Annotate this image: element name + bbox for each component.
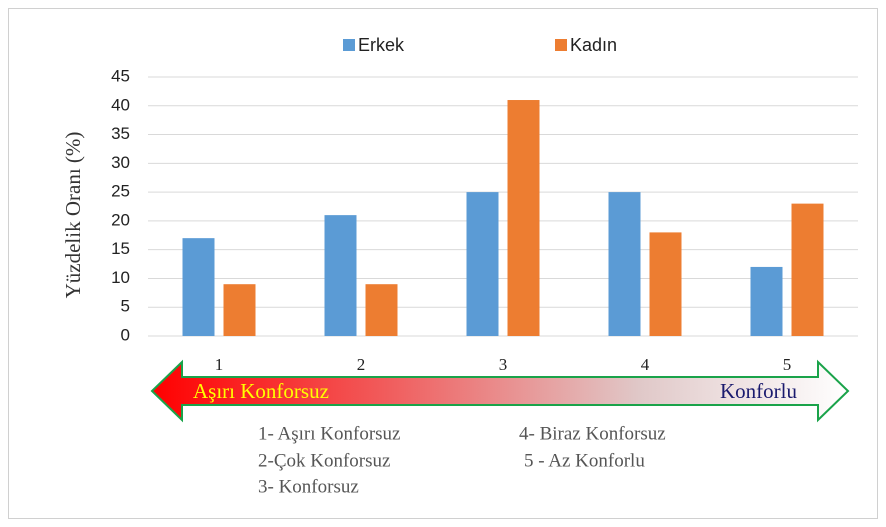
- scale-label-right: Konforlu: [720, 379, 797, 403]
- y-tick-label: 40: [111, 95, 130, 114]
- note: 2-Çok Konforsuz: [258, 450, 390, 471]
- chart-frame: [8, 8, 878, 519]
- x-tick-label: 4: [641, 355, 650, 374]
- legend-label: Erkek: [358, 35, 405, 55]
- y-tick-label: 45: [111, 66, 130, 85]
- x-tick-label: 5: [783, 355, 792, 374]
- bar: [324, 215, 357, 336]
- x-tick-label: 1: [215, 355, 224, 374]
- legend-label: Kadın: [570, 35, 617, 55]
- comfort-arrow: [150, 359, 850, 423]
- y-tick-label: 20: [111, 210, 130, 229]
- y-tick-label: 35: [111, 124, 130, 143]
- y-tick-label: 5: [121, 297, 130, 316]
- note: 4- Biraz Konforsuz: [519, 423, 666, 444]
- note: 1- Aşırı Konforsuz: [258, 423, 400, 444]
- bar: [365, 284, 398, 336]
- bar: [507, 100, 540, 337]
- y-tick-label: 30: [111, 153, 130, 172]
- x-tick-label: 2: [357, 355, 366, 374]
- x-tick-label: 3: [499, 355, 508, 374]
- note: 5 - Az Konforlu: [524, 450, 645, 471]
- bar: [649, 232, 682, 336]
- bar: [750, 266, 783, 336]
- y-tick-label: 25: [111, 182, 130, 201]
- y-tick-label: 15: [111, 239, 130, 258]
- legend-swatch: [555, 39, 567, 51]
- scale-label-left: Aşırı Konforsuz: [193, 379, 329, 403]
- note: 3- Konforsuz: [258, 476, 359, 497]
- y-axis-label: Yüzdelik Oranı (%): [61, 132, 85, 299]
- bar: [791, 203, 824, 336]
- bar: [608, 192, 641, 336]
- legend-swatch: [343, 39, 355, 51]
- bar: [182, 238, 215, 336]
- y-tick-label: 10: [111, 268, 130, 287]
- y-tick-label: 0: [121, 325, 130, 344]
- bar: [466, 192, 499, 336]
- bar: [223, 284, 256, 336]
